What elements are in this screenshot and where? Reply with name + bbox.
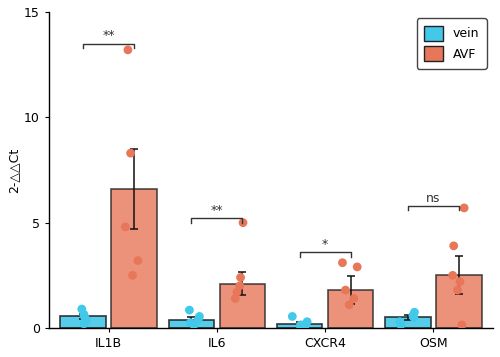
Point	[233, 290, 241, 295]
Point	[124, 47, 132, 53]
Point	[232, 296, 239, 301]
Point	[190, 322, 198, 328]
Point	[80, 311, 88, 317]
Point	[126, 150, 134, 156]
Point	[81, 315, 89, 320]
Point	[288, 313, 296, 319]
Text: ns: ns	[426, 192, 440, 205]
Bar	[60, 316, 106, 328]
Text: **: **	[102, 30, 115, 42]
Point	[450, 243, 458, 249]
Y-axis label: 2-△△Ct: 2-△△Ct	[7, 147, 20, 193]
Bar	[328, 290, 374, 328]
Point	[186, 307, 194, 313]
Bar	[168, 320, 214, 328]
Point	[410, 310, 418, 315]
Point	[297, 322, 305, 328]
Point	[303, 319, 311, 325]
Point	[128, 272, 136, 278]
Point	[397, 322, 405, 328]
Point	[345, 302, 353, 308]
Point	[296, 323, 304, 329]
Point	[338, 260, 346, 266]
Point	[410, 315, 418, 320]
Point	[78, 306, 86, 312]
Point	[448, 272, 456, 278]
Point	[458, 322, 466, 328]
Point	[342, 287, 349, 293]
Bar	[112, 189, 157, 328]
Point	[194, 317, 202, 322]
Point	[196, 313, 203, 319]
Legend: vein, AVF: vein, AVF	[416, 18, 487, 69]
Bar	[277, 324, 322, 328]
Bar	[220, 284, 265, 328]
Point	[301, 324, 309, 330]
Point	[460, 205, 468, 211]
Point	[236, 283, 244, 289]
Text: *: *	[322, 238, 328, 251]
Bar	[436, 275, 482, 328]
Point	[350, 296, 358, 301]
Text: **: **	[210, 205, 223, 217]
Point	[236, 275, 244, 280]
Point	[80, 321, 88, 327]
Point	[239, 220, 247, 226]
Point	[454, 287, 462, 293]
Point	[456, 279, 464, 285]
Point	[186, 320, 194, 326]
Point	[353, 264, 361, 270]
Point	[409, 312, 417, 318]
Point	[83, 318, 91, 323]
Point	[134, 258, 142, 263]
Point	[122, 224, 130, 230]
Bar	[386, 317, 431, 328]
Point	[396, 319, 404, 325]
